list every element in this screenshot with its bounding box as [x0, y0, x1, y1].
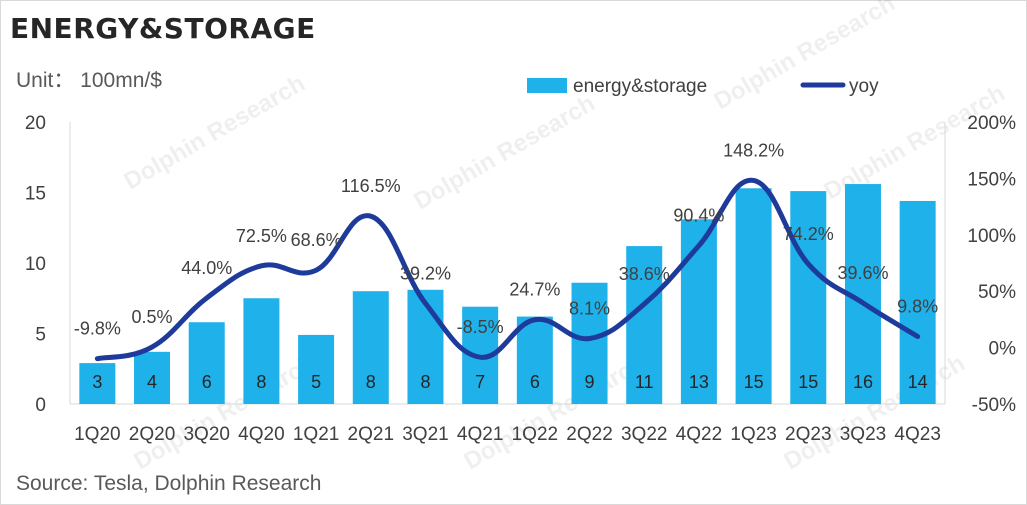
y-left-tick-label: 0 [35, 395, 46, 416]
x-tick-label: 2Q22 [566, 424, 612, 445]
line-yoy [94, 177, 921, 362]
yoy-value-label: 0.5% [132, 307, 173, 327]
y-right-tick-label: 200% [967, 113, 1016, 134]
legend-label-yoy: yoy [849, 76, 879, 97]
legend-label-energy-storage: energy&storage [573, 76, 707, 97]
x-tick-label: 1Q23 [730, 424, 776, 445]
bar-energy-storage [407, 289, 444, 404]
yoy-value-label: 44.0% [181, 258, 232, 278]
bar-value-label: 6 [202, 372, 212, 392]
bar-value-label: 15 [744, 372, 764, 392]
x-tick-label: 2Q21 [348, 424, 394, 445]
x-tick-label: 2Q20 [129, 424, 175, 445]
yoy-value-label: 74.2% [783, 224, 834, 244]
y-right-tick-label: 50% [978, 282, 1016, 303]
bar-value-label: 16 [853, 372, 873, 392]
yoy-value-label: 8.1% [569, 298, 610, 318]
bar-energy-storage [899, 200, 936, 404]
bar-energy-storage [626, 246, 663, 404]
bar-value-label: 4 [147, 372, 157, 392]
x-tick-label: 1Q21 [293, 424, 339, 445]
yoy-value-label: 38.6% [619, 264, 670, 284]
chart-title: ENERGY&STORAGE [10, 12, 316, 45]
source-note: Source: Tesla, Dolphin Research [16, 472, 322, 495]
yoy-value-label: -8.5% [457, 317, 504, 337]
watermark-text: Dolphin Research [120, 70, 310, 195]
y-right-tick-label: 0% [989, 339, 1017, 360]
x-tick-label: 2Q23 [785, 424, 831, 445]
y-right-tick-label: 100% [967, 226, 1016, 247]
bar-energy-storage [79, 363, 116, 404]
x-tick-label: 3Q22 [621, 424, 667, 445]
bar-value-label: 6 [530, 372, 540, 392]
x-tick-label: 4Q20 [238, 424, 284, 445]
x-tick-label: 3Q20 [183, 424, 229, 445]
bar-value-label: 14 [908, 372, 928, 392]
bar-energy-storage [352, 291, 389, 404]
bar-energy-storage [680, 219, 717, 404]
bar-energy-storage [134, 351, 171, 404]
bar-value-label: 8 [420, 372, 430, 392]
bar-energy-storage [516, 316, 553, 404]
watermark-text: Dolphin Research [410, 90, 600, 215]
y-left-tick-label: 20 [25, 113, 46, 134]
yoy-value-label: -9.8% [74, 319, 121, 339]
bar-energy-storage [188, 322, 225, 404]
bar-value-label: 13 [689, 372, 709, 392]
yoy-value-label: 116.5% [341, 176, 401, 196]
bar-value-label: 5 [311, 372, 321, 392]
y-right-tick-label: 150% [967, 169, 1016, 190]
x-tick-label: 1Q20 [74, 424, 120, 445]
yoy-value-label: 68.6% [291, 230, 342, 250]
yoy-value-label: 39.2% [400, 263, 451, 283]
x-tick-label: 1Q22 [512, 424, 558, 445]
bar-energy-storage [790, 191, 827, 404]
x-tick-label: 3Q23 [840, 424, 886, 445]
yoy-value-label: 24.7% [509, 280, 560, 300]
yoy-value-label: 90.4% [673, 206, 724, 226]
x-tick-label: 3Q21 [402, 424, 448, 445]
legend-swatch-energy-storage [527, 78, 567, 93]
y-right-tick-label: -50% [972, 395, 1016, 416]
bar-energy-storage [298, 334, 335, 404]
yoy-value-label: 72.5% [236, 226, 287, 246]
bar-energy-storage [243, 298, 280, 404]
y-left-tick-label: 15 [25, 184, 46, 205]
bar-value-label: 9 [585, 372, 595, 392]
x-tick-label: 4Q23 [894, 424, 940, 445]
y-left-tick-label: 10 [25, 254, 46, 275]
bar-value-label: 3 [92, 372, 102, 392]
x-tick-label: 4Q21 [457, 424, 503, 445]
x-tick-label: 4Q22 [676, 424, 722, 445]
bar-value-label: 11 [635, 372, 654, 392]
y-left-tick-label: 5 [35, 325, 46, 346]
bar-value-label: 7 [475, 372, 485, 392]
watermark-text: Dolphin Research [710, 0, 900, 115]
yoy-value-label: 148.2% [723, 140, 784, 160]
bar-value-label: 8 [256, 372, 266, 392]
bar-energy-storage [735, 188, 772, 404]
yoy-value-label: 39.6% [837, 263, 888, 283]
bar-energy-storage [571, 282, 608, 404]
yoy-value-label: 9.8% [897, 297, 938, 317]
bar-value-label: 8 [366, 372, 376, 392]
bar-value-label: 15 [798, 372, 818, 392]
unit-label: Unit： 100mn/$ [16, 69, 162, 92]
